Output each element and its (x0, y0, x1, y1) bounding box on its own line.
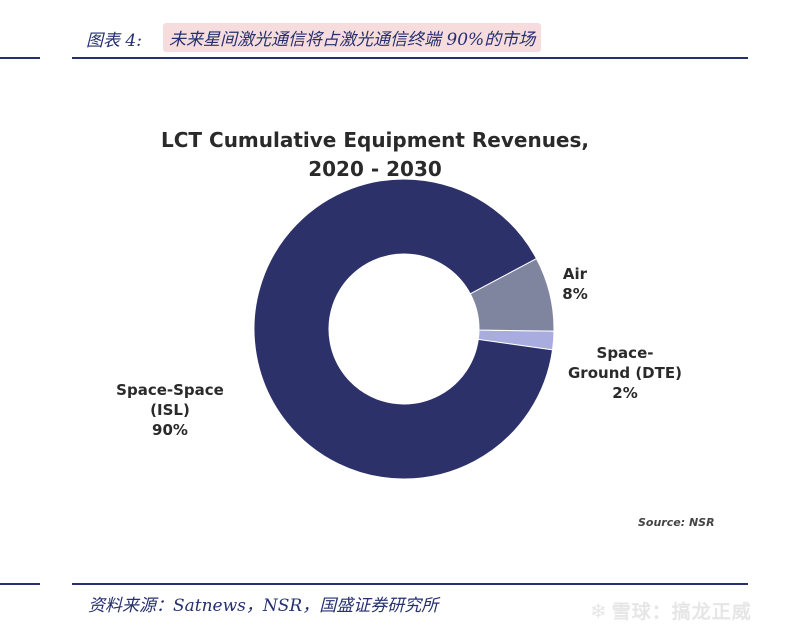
chart-source-note: Source: NSR (638, 516, 715, 529)
label-space-ground-line-1: Space- (596, 344, 654, 362)
chart-title-line-2: 2020 - 2030 (308, 157, 442, 181)
watermark: ❄ 雪球：搞龙正威 (590, 597, 752, 624)
snowball-icon: ❄ (590, 599, 608, 623)
chart-title: LCT Cumulative Equipment Revenues, 2020 … (150, 126, 600, 184)
figure-title: 未来星间激光通信将占激光通信终端 90%的市场 (163, 23, 542, 52)
figure-header: 图表 4: 未来星间激光通信将占激光通信终端 90%的市场 (0, 18, 800, 58)
watermark-text: 雪球：搞龙正威 (611, 601, 752, 623)
chart-title-line-1: LCT Cumulative Equipment Revenues, (160, 128, 590, 152)
slice-space-space-isl (253, 178, 554, 480)
bottom-rule-left (0, 583, 40, 585)
label-space-space-line-2: (ISL) (150, 401, 190, 419)
top-rule-left (0, 57, 40, 59)
label-space-ground: Space- Ground (DTE) 2% (560, 343, 690, 403)
bottom-rule (72, 583, 748, 585)
footer-source: 资料来源：Satnews，NSR，国盛证券研究所 (88, 596, 439, 616)
label-space-space-line-1: Space-Space (116, 381, 224, 399)
label-space-space: Space-Space (ISL) 90% (100, 380, 240, 440)
top-rule (72, 57, 748, 59)
label-air-value: 8% (562, 285, 588, 303)
label-air: Air 8% (555, 264, 595, 304)
label-space-space-value: 90% (152, 421, 188, 439)
label-air-line-1: Air (562, 265, 588, 283)
figure-label: 图表 4: (86, 31, 142, 51)
label-space-ground-line-2: Ground (DTE) (568, 364, 682, 382)
label-space-ground-value: 2% (612, 384, 638, 402)
